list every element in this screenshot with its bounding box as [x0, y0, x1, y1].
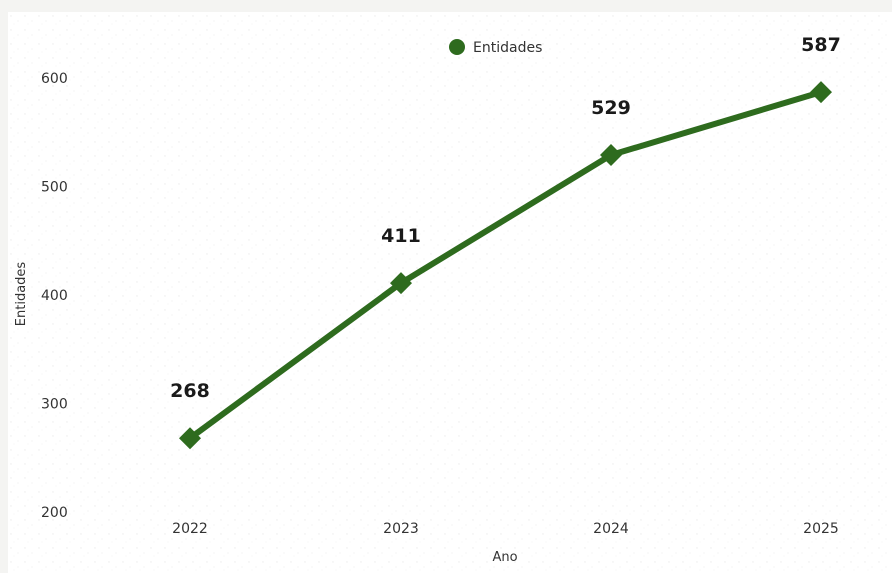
data-label: 411 [381, 225, 421, 247]
data-label: 268 [170, 380, 210, 402]
line-chart: Entidades Ano Entidades 200300400500600 … [8, 12, 892, 573]
legend-swatch [449, 39, 465, 55]
x-tick-label: 2024 [593, 521, 629, 537]
data-point-marker[interactable] [390, 272, 412, 295]
legend: Entidades [449, 39, 542, 56]
x-axis-ticks: 2022 2023 2024 2025 [172, 521, 839, 537]
x-tick-label: 2022 [172, 521, 208, 537]
legend-label: Entidades [473, 40, 542, 56]
data-point-marker[interactable] [810, 81, 832, 104]
y-axis-title: Entidades [14, 262, 29, 327]
y-tick-label: 600 [41, 71, 68, 87]
x-tick-label: 2023 [383, 521, 419, 537]
y-tick-label: 300 [41, 397, 68, 413]
y-tick-label: 200 [41, 505, 68, 521]
y-tick-label: 500 [41, 180, 68, 196]
chart-background [8, 12, 892, 573]
data-point-marker[interactable] [179, 427, 201, 450]
series-group [179, 81, 832, 450]
data-labels: 268 411 529 587 [170, 34, 841, 402]
x-axis-title: Ano [492, 550, 517, 565]
data-label: 529 [591, 97, 631, 119]
y-axis-ticks: 200 300 400 500 600 [41, 71, 68, 521]
data-label: 587 [801, 34, 841, 56]
data-point-marker[interactable] [600, 144, 622, 167]
series-line [187, 89, 824, 442]
x-tick-label: 2025 [803, 521, 839, 537]
chart-frame: Entidades Ano Entidades 200 300 400 500 600 … [8, 12, 892, 573]
y-tick-label: 400 [41, 288, 68, 304]
